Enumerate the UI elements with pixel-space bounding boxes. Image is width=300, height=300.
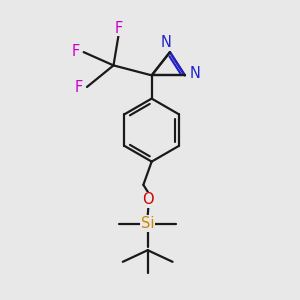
Text: O: O (142, 192, 154, 207)
Text: N: N (190, 66, 201, 81)
Text: N: N (160, 35, 171, 50)
Text: F: F (74, 80, 83, 95)
Text: Si: Si (141, 216, 154, 231)
Text: F: F (115, 21, 123, 36)
Text: F: F (71, 44, 80, 59)
